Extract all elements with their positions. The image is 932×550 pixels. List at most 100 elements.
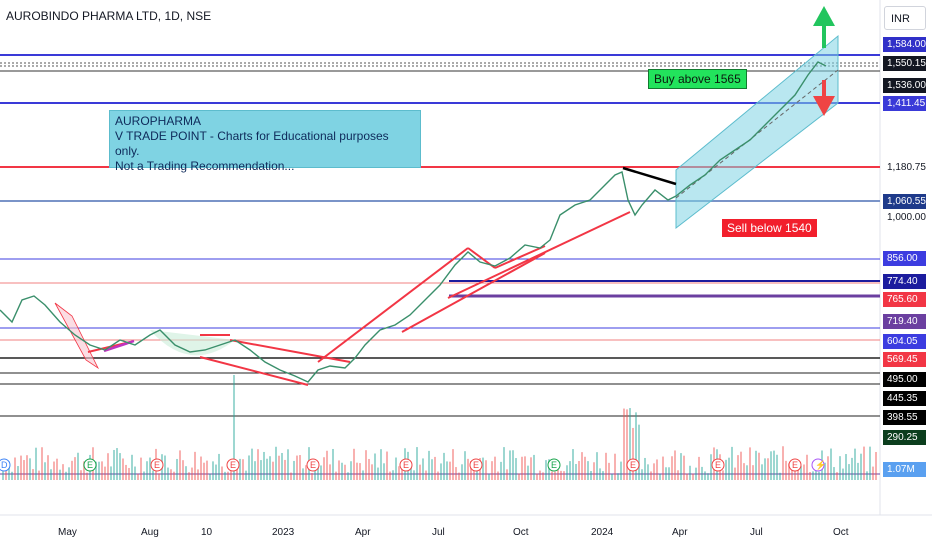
price-tag: 1,180.75 bbox=[883, 160, 926, 175]
volume-bar bbox=[323, 457, 325, 480]
volume-bar bbox=[302, 468, 304, 480]
volume-bar bbox=[227, 471, 229, 480]
volume-bar bbox=[107, 453, 109, 480]
volume-bar bbox=[845, 454, 847, 480]
volume-bar bbox=[56, 458, 58, 480]
volume-bar bbox=[59, 469, 61, 480]
volume-bar bbox=[722, 470, 724, 480]
volume-bar bbox=[398, 466, 400, 480]
volume-bar bbox=[563, 471, 565, 480]
volume-bar bbox=[536, 473, 538, 480]
volume-bar bbox=[53, 461, 55, 480]
volume-bar bbox=[98, 461, 100, 480]
sell-annotation[interactable]: Sell below 1540 bbox=[722, 219, 817, 237]
volume-bar bbox=[602, 471, 604, 480]
volume-bar bbox=[488, 473, 490, 480]
volume-bar bbox=[860, 453, 862, 480]
volume-bar bbox=[653, 463, 655, 480]
volume-bar bbox=[5, 470, 7, 480]
volume-bar bbox=[293, 460, 295, 480]
volume-bar bbox=[629, 408, 631, 480]
price-tag: 290.25 bbox=[883, 430, 926, 445]
volume-bar bbox=[626, 409, 628, 480]
volume-bar bbox=[338, 460, 340, 480]
volume-bar bbox=[185, 466, 187, 480]
volume-bar bbox=[680, 453, 682, 480]
volume-bars bbox=[2, 375, 877, 480]
volume-bar bbox=[335, 471, 337, 480]
volume-bar bbox=[632, 427, 634, 480]
buy-annotation[interactable]: Buy above 1565 bbox=[648, 69, 747, 89]
volume-bar bbox=[206, 460, 208, 480]
volume-bar bbox=[659, 473, 661, 480]
price-tag: 1.07M bbox=[883, 462, 926, 477]
volume-bar bbox=[494, 456, 496, 480]
volume-bar bbox=[557, 469, 559, 480]
volume-bar bbox=[425, 470, 427, 480]
volume-bar bbox=[683, 455, 685, 480]
volume-bar bbox=[269, 456, 271, 480]
volume-bar bbox=[665, 467, 667, 480]
volume-bar bbox=[296, 455, 298, 480]
volume-bar bbox=[197, 469, 199, 480]
volume-bar bbox=[566, 465, 568, 480]
volume-bar bbox=[77, 452, 79, 480]
volume-bar bbox=[530, 457, 532, 480]
volume-bar bbox=[623, 408, 625, 480]
volume-bar bbox=[329, 464, 331, 480]
x-tick-label: 2023 bbox=[272, 527, 295, 538]
volume-bar bbox=[188, 472, 190, 480]
volume-bar bbox=[704, 471, 706, 480]
volume-bar bbox=[830, 448, 832, 480]
volume-bar bbox=[272, 461, 274, 480]
price-tag: 569.45 bbox=[883, 352, 926, 367]
volume-bar bbox=[491, 461, 493, 480]
volume-bar bbox=[125, 464, 127, 480]
volume-bar bbox=[281, 452, 283, 480]
volume-bar bbox=[248, 455, 250, 480]
svg-text:E: E bbox=[473, 460, 479, 470]
volume-bar bbox=[701, 466, 703, 480]
price-tag: 495.00 bbox=[883, 372, 926, 387]
volume-bar bbox=[311, 473, 313, 480]
svg-text:D: D bbox=[1, 460, 8, 470]
rising-channel bbox=[675, 34, 839, 230]
price-tag: 398.55 bbox=[883, 410, 926, 425]
volume-bar bbox=[605, 452, 607, 480]
volume-bar bbox=[677, 470, 679, 480]
volume-bar bbox=[578, 460, 580, 480]
volume-bar bbox=[743, 463, 745, 480]
volume-bar bbox=[827, 456, 829, 480]
volume-bar bbox=[710, 454, 712, 480]
volume-bar bbox=[41, 447, 43, 480]
svg-text:E: E bbox=[154, 460, 160, 470]
volume-bar bbox=[779, 472, 781, 480]
volume-bar bbox=[476, 467, 478, 480]
volume-bar bbox=[662, 456, 664, 480]
volume-bar bbox=[761, 464, 763, 480]
volume-bar bbox=[68, 467, 70, 480]
volume-bar bbox=[848, 464, 850, 480]
volume-bar bbox=[26, 455, 28, 480]
volume-bar bbox=[518, 473, 520, 480]
currency-selector[interactable]: INR bbox=[884, 6, 926, 30]
volume-bar bbox=[86, 472, 88, 480]
price-tag: 1,550.15 bbox=[883, 56, 926, 71]
info-annotation[interactable]: AUROPHARMA V TRADE POINT - Charts for Ed… bbox=[109, 110, 421, 173]
volume-bar bbox=[353, 448, 355, 480]
price-tag: 1,060.55 bbox=[883, 194, 926, 209]
volume-bar bbox=[698, 456, 700, 480]
volume-bar bbox=[287, 449, 289, 480]
volume-bar bbox=[164, 455, 166, 480]
volume-bar bbox=[344, 464, 346, 480]
volume-bar bbox=[692, 473, 694, 480]
volume-bar bbox=[431, 459, 433, 480]
volume-bar bbox=[866, 471, 868, 480]
volume-bar bbox=[278, 455, 280, 480]
volume-bar bbox=[362, 470, 364, 480]
volume-bar bbox=[497, 471, 499, 480]
volume-bar bbox=[686, 473, 688, 480]
volume-bar bbox=[674, 450, 676, 480]
volume-bar bbox=[341, 462, 343, 480]
